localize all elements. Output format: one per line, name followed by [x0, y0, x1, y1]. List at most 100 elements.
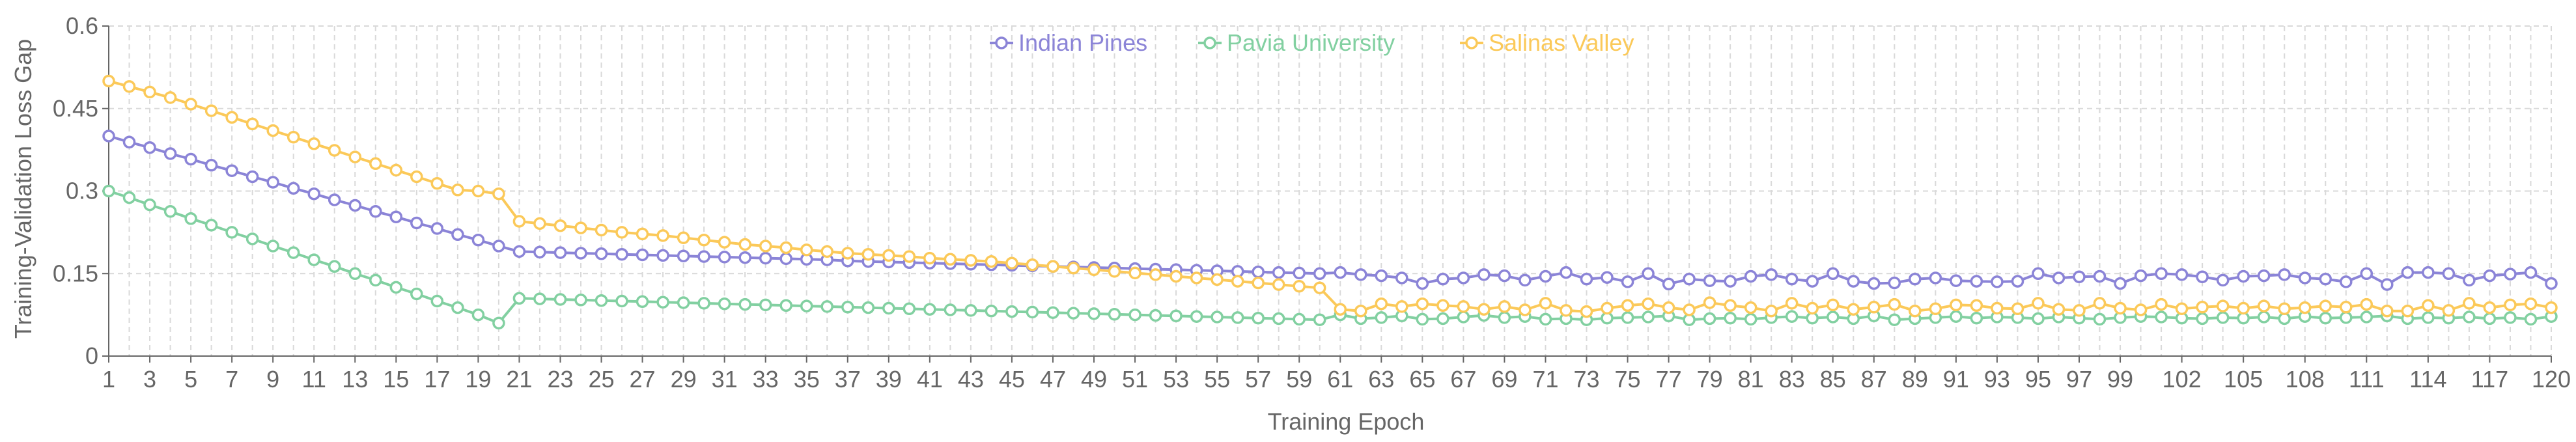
data-point-indian-pines: [184, 152, 197, 166]
data-point-salinas-valley: [2504, 298, 2517, 312]
data-point-salinas-valley: [553, 219, 567, 232]
x-tick-label: 59: [1286, 366, 1312, 393]
y-tick-label: 0: [85, 342, 98, 369]
data-point-indian-pines: [369, 205, 382, 218]
data-point-indian-pines: [1334, 266, 1347, 279]
data-point-pavia-university: [1087, 307, 1100, 320]
data-point-indian-pines: [1272, 266, 1285, 279]
data-point-indian-pines: [574, 247, 587, 260]
data-point-indian-pines: [1827, 267, 1840, 281]
data-point-salinas-valley: [2422, 299, 2435, 312]
data-point-salinas-valley: [2093, 297, 2107, 310]
data-point-indian-pines: [2155, 267, 2168, 281]
legend-swatch-marker: [995, 36, 1008, 49]
data-point-salinas-valley: [2237, 301, 2250, 315]
data-point-pavia-university: [964, 304, 977, 317]
data-point-salinas-valley: [1005, 256, 1018, 269]
data-point-pavia-university: [1888, 313, 1901, 326]
data-point-indian-pines: [656, 249, 669, 262]
data-point-pavia-university: [348, 267, 362, 281]
x-tick-label: 53: [1163, 366, 1189, 393]
data-point-pavia-university: [1539, 312, 1552, 326]
data-point-pavia-university: [820, 300, 833, 313]
data-point-indian-pines: [2504, 268, 2517, 281]
data-point-salinas-valley: [2134, 303, 2148, 316]
data-point-salinas-valley: [903, 250, 916, 263]
data-point-salinas-valley: [307, 137, 320, 150]
y-tick-label: 0.3: [66, 178, 98, 204]
data-point-pavia-university: [204, 219, 218, 232]
data-point-salinas-valley: [656, 229, 669, 242]
data-point-indian-pines: [759, 251, 772, 265]
data-point-salinas-valley: [2155, 297, 2168, 311]
data-point-indian-pines: [307, 187, 320, 200]
data-point-salinas-valley: [1888, 297, 1901, 311]
data-point-salinas-valley: [1231, 275, 1244, 288]
data-point-salinas-valley: [2114, 301, 2127, 315]
data-point-pavia-university: [2216, 311, 2230, 324]
data-point-pavia-university: [1375, 311, 1388, 324]
data-point-pavia-university: [677, 296, 690, 309]
data-point-salinas-valley: [102, 74, 115, 88]
data-point-salinas-valley: [1375, 297, 1388, 311]
data-point-indian-pines: [1252, 265, 1265, 279]
data-point-salinas-valley: [2545, 301, 2558, 314]
data-point-salinas-valley: [2278, 302, 2291, 316]
x-tick-label: 13: [342, 366, 368, 393]
data-point-pavia-university: [492, 316, 505, 330]
x-tick-label: 117: [2471, 366, 2508, 393]
data-point-pavia-university: [1970, 311, 1983, 325]
data-point-salinas-valley: [225, 111, 238, 124]
data-point-salinas-valley: [1354, 304, 1367, 318]
data-point-pavia-university: [615, 294, 628, 308]
data-point-salinas-valley: [738, 238, 751, 251]
data-point-indian-pines: [2278, 268, 2291, 281]
data-point-salinas-valley: [2032, 297, 2045, 310]
data-point-salinas-valley: [1785, 297, 1799, 310]
data-point-indian-pines: [2422, 266, 2435, 279]
data-point-indian-pines: [2463, 273, 2476, 287]
x-tick-label: 35: [794, 366, 820, 393]
data-point-indian-pines: [1416, 277, 1429, 290]
x-tick-label: 43: [958, 366, 984, 393]
data-point-salinas-valley: [1477, 303, 1491, 316]
data-point-pavia-university: [1293, 312, 1306, 326]
data-point-pavia-university: [1149, 309, 1162, 322]
data-point-salinas-valley: [2052, 303, 2065, 316]
data-point-salinas-valley: [1272, 278, 1285, 291]
data-point-indian-pines: [2340, 275, 2353, 288]
data-point-pavia-university: [1827, 311, 1840, 324]
data-point-indian-pines: [1785, 272, 1799, 286]
data-point-salinas-valley: [1190, 271, 1203, 284]
data-point-indian-pines: [1929, 271, 1942, 284]
x-tick-label: 7: [225, 366, 238, 393]
data-point-pavia-university: [2257, 311, 2271, 324]
x-tick-label: 33: [753, 366, 779, 393]
data-point-indian-pines: [1662, 277, 1675, 291]
data-point-indian-pines: [245, 170, 259, 184]
data-point-salinas-valley: [1724, 299, 1737, 312]
data-point-salinas-valley: [143, 85, 156, 99]
data-point-salinas-valley: [471, 184, 485, 198]
data-point-indian-pines: [2545, 277, 2558, 290]
data-point-salinas-valley: [2011, 302, 2024, 316]
data-point-salinas-valley: [1662, 301, 1675, 314]
x-tick-label: 69: [1491, 366, 1517, 393]
data-point-indian-pines: [1477, 268, 1491, 281]
data-point-salinas-valley: [1827, 298, 1840, 312]
legend-item-pavia-university: Pavia University: [1198, 29, 1395, 56]
data-point-salinas-valley: [1703, 296, 1716, 309]
data-point-pavia-university: [944, 303, 957, 316]
data-point-pavia-university: [1436, 312, 1449, 325]
data-point-indian-pines: [1847, 275, 1860, 288]
data-point-salinas-valley: [1744, 301, 1757, 314]
data-point-salinas-valley: [1128, 266, 1141, 280]
x-tick-label: 15: [383, 366, 409, 393]
data-point-indian-pines: [1621, 275, 1634, 288]
data-point-pavia-university: [2093, 312, 2107, 326]
data-point-indian-pines: [533, 245, 546, 259]
data-point-indian-pines: [718, 251, 731, 264]
x-tick-label: 99: [2107, 366, 2133, 393]
data-point-pavia-university: [882, 301, 895, 315]
data-point-salinas-valley: [1909, 304, 1922, 318]
